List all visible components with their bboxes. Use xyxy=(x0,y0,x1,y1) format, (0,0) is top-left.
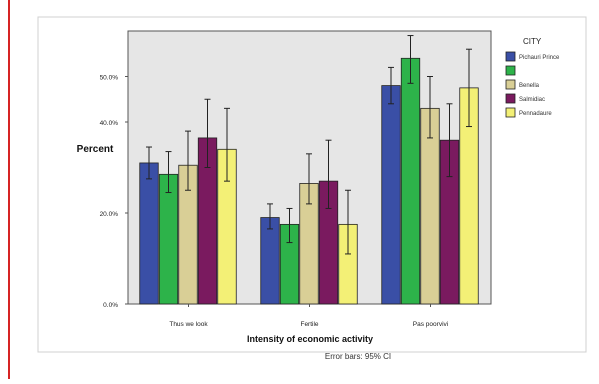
legend-entry: Pennadaure xyxy=(519,111,552,117)
x-tick-label: Pas poorvivi xyxy=(413,321,448,328)
y-ticks: 0.0% 20.0% 40.0% 50.0% xyxy=(100,75,128,309)
footnote: Error bars: 95% CI xyxy=(325,352,391,361)
y-axis-label: Percent xyxy=(77,144,114,155)
y-tick-label: 40.0% xyxy=(100,120,119,127)
legend-entry: Salmidiac xyxy=(519,97,545,103)
legend-entry: Pichauri Prince xyxy=(519,55,560,61)
legend-swatch xyxy=(505,79,516,90)
bar xyxy=(139,162,159,305)
bar xyxy=(381,85,401,305)
y-tick-label: 20.0% xyxy=(100,211,119,218)
bar xyxy=(158,173,179,305)
legend-entry: Benella xyxy=(519,83,540,89)
x-tick-label: Fertile xyxy=(300,321,318,328)
x-axis-label: Intensity of economic activity xyxy=(247,334,373,344)
y-tick-label: 0.0% xyxy=(103,302,118,309)
bar xyxy=(260,217,280,305)
legend-swatch xyxy=(505,107,516,118)
legend-title: CITY xyxy=(523,37,542,46)
y-tick-label: 50.0% xyxy=(100,75,119,82)
legend-swatch xyxy=(505,93,516,104)
error-bars xyxy=(146,35,472,255)
x-ticks: Thus we look Fertile Pas poorvivi xyxy=(169,304,448,328)
legend-swatch xyxy=(505,51,516,62)
bars xyxy=(139,57,479,305)
bar xyxy=(400,57,421,305)
legend: CITY Pichauri Prince Benella Salmidiac Penn… xyxy=(505,37,560,118)
legend-swatch xyxy=(505,65,516,76)
x-tick-label: Thus we look xyxy=(169,321,208,328)
